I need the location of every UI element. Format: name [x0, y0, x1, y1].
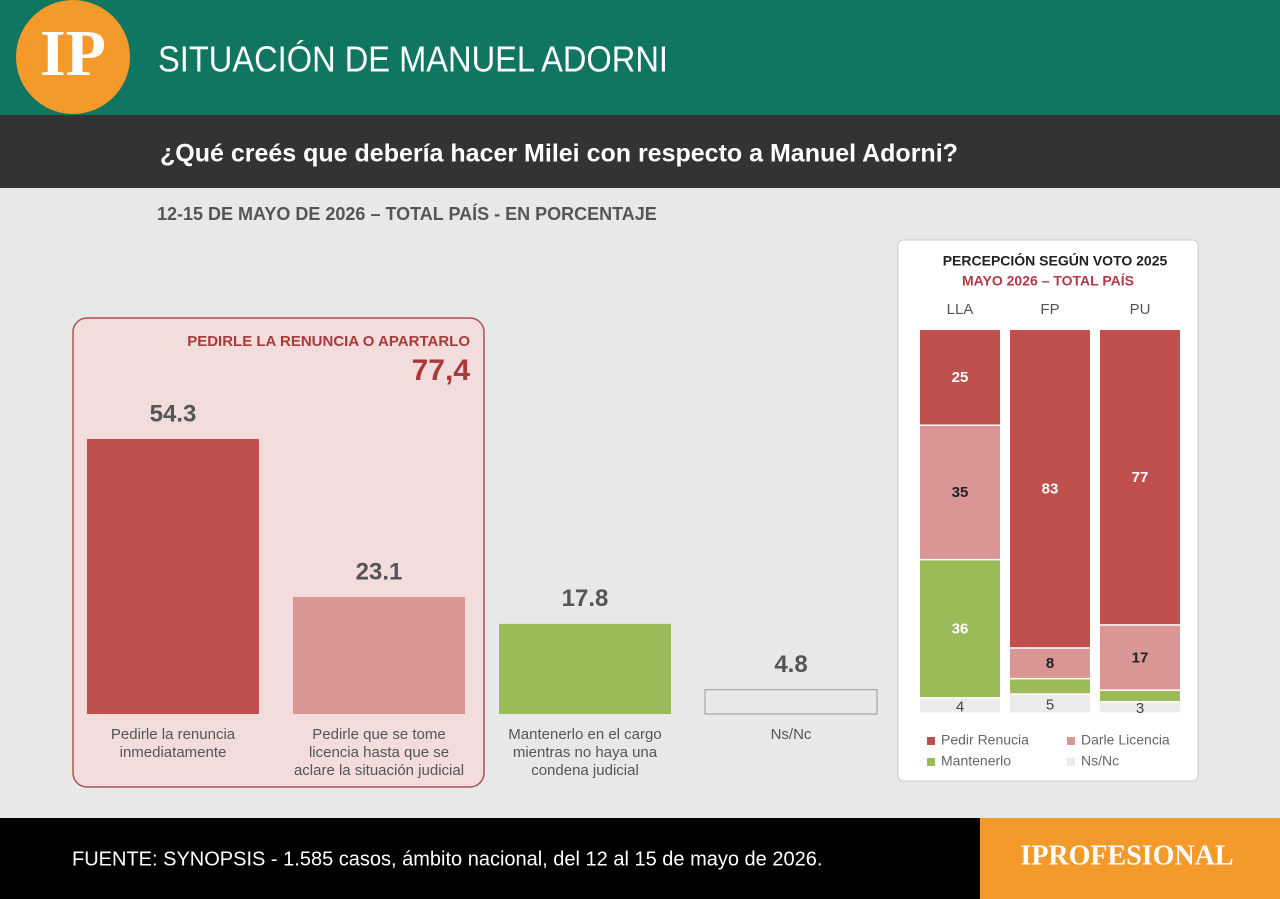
category-label: Mantenerlo en el cargo	[508, 726, 661, 743]
value-label: 36	[952, 620, 969, 637]
bar	[293, 597, 465, 714]
value-label: 3	[1136, 700, 1144, 717]
panel-subtitle: MAYO 2026 – TOTAL PAÍS	[962, 273, 1134, 289]
category-label: aclare la situación judicial	[294, 762, 464, 779]
value-label: 54.3	[150, 400, 197, 427]
value-label: 35	[952, 484, 969, 501]
category-label: condena judicial	[531, 762, 639, 779]
value-label: 5	[1046, 696, 1054, 713]
value-label: 17.8	[562, 585, 609, 612]
legend-label: Ns/Nc	[1081, 753, 1119, 769]
group-label: PEDIRLE LA RENUNCIA O APARTARLO	[187, 333, 470, 350]
title: SITUACIÓN DE MANUEL ADORNI	[158, 39, 668, 80]
segment	[1010, 648, 1090, 678]
question: ¿Qué creés que debería hacer Milei con r…	[160, 140, 958, 168]
segment	[920, 330, 1000, 425]
brand: IPROFESIONAL	[1020, 840, 1233, 871]
value-label: 25	[952, 369, 969, 386]
category-label: PU	[1130, 301, 1151, 318]
legend-label: Pedir Renucia	[941, 732, 1029, 748]
category-label: FP	[1040, 301, 1059, 318]
segment	[920, 426, 1000, 559]
panel-title: PERCEPCIÓN SEGÚN VOTO 2025	[943, 252, 1168, 269]
segment	[1100, 625, 1180, 690]
legend-label: Mantenerlo	[941, 753, 1011, 769]
legend-label: Darle Licencia	[1081, 732, 1170, 748]
category-label: mientras no haya una	[513, 744, 658, 761]
logo-circle	[16, 0, 130, 114]
category-label: licencia hasta que se	[309, 744, 449, 761]
segment	[1010, 694, 1090, 713]
segment	[920, 560, 1000, 698]
segment	[1100, 690, 1180, 701]
category-label: Pedirle que se tome	[312, 726, 445, 743]
bar	[704, 689, 878, 715]
segment	[1010, 330, 1090, 648]
subtitle: 12-15 DE MAYO DE 2026 – TOTAL PAÍS - EN …	[157, 203, 657, 224]
category-label: LLA	[947, 301, 974, 318]
header-band	[0, 0, 1280, 115]
category-label: Ns/Nc	[771, 726, 812, 743]
bar	[499, 623, 671, 714]
value-label: 8	[1046, 655, 1054, 672]
legend-swatch	[927, 758, 935, 766]
segment	[1100, 702, 1180, 713]
brand-box	[980, 818, 1280, 899]
legend-swatch	[1067, 737, 1075, 745]
category-label: inmediatamente	[120, 744, 227, 761]
legend-swatch	[927, 737, 935, 745]
source: FUENTE: SYNOPSIS - 1.585 casos, ámbito n…	[72, 848, 822, 870]
group-value: 77,4	[412, 354, 471, 387]
value-label: 17	[1132, 649, 1149, 666]
bar	[87, 439, 259, 714]
value-label: 77	[1132, 469, 1149, 486]
question-band	[0, 115, 1280, 188]
value-label: 83	[1042, 480, 1059, 497]
legend-swatch	[1067, 758, 1075, 766]
value-label: 4	[956, 698, 964, 715]
segment	[1010, 679, 1090, 694]
value-label: 4.8	[774, 651, 807, 678]
value-label: 23.1	[356, 558, 403, 585]
category-label: Pedirle la renuncia	[111, 726, 236, 743]
segment	[1100, 330, 1180, 625]
segment	[920, 698, 1000, 713]
logo: IP	[40, 17, 106, 90]
